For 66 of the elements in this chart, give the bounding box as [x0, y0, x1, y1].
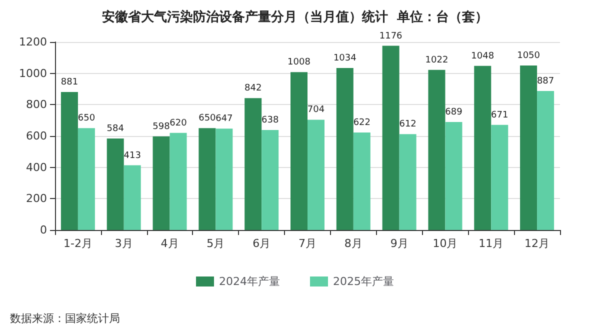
bar [353, 132, 370, 230]
x-tick-label: 4月 [160, 237, 179, 250]
y-tick-label: 400 [26, 160, 47, 174]
data-label: 1048 [471, 51, 494, 62]
x-tick-label: 9月 [390, 237, 408, 250]
data-label: 887 [536, 76, 554, 87]
bar [152, 136, 170, 230]
x-tick-label: 5月 [206, 237, 225, 250]
y-tick-label: 0 [40, 224, 47, 236]
bar [491, 124, 508, 230]
bar [244, 98, 262, 230]
x-tick-label: 7月 [298, 237, 316, 250]
x-tick-label: 10月 [432, 237, 458, 250]
data-label: 647 [216, 114, 233, 124]
x-tick-label: 11月 [478, 237, 504, 250]
data-label: 1022 [425, 55, 448, 66]
y-tick-label: 800 [26, 98, 47, 112]
data-label: 650 [78, 114, 96, 124]
bar [399, 134, 416, 230]
data-label: 622 [353, 118, 371, 128]
data-label: 620 [170, 118, 188, 128]
data-label: 612 [399, 120, 416, 130]
data-label: 881 [60, 77, 78, 88]
bar [290, 72, 308, 230]
bar [445, 122, 462, 230]
source-note: 数据来源：国家统计局 [10, 312, 120, 325]
data-label: 1008 [288, 58, 311, 68]
chart-title: 安徽省大气污染防治设备产量分月（当月值）统计 单位：台（套） [102, 9, 488, 25]
x-tick-label: 3月 [114, 237, 133, 250]
legend-label: 2025年产量 [333, 275, 394, 288]
data-label: 671 [491, 110, 508, 120]
bar [308, 120, 324, 230]
data-label: 598 [152, 122, 170, 132]
bar [474, 66, 492, 230]
bar [382, 46, 400, 230]
bar [336, 68, 354, 230]
bar [78, 128, 95, 230]
y-tick-label: 1200 [19, 36, 47, 48]
y-tick-label: 200 [26, 192, 47, 206]
bar [428, 70, 446, 230]
legend-label: 2024年产量 [219, 275, 280, 288]
bar [262, 130, 279, 230]
bar [537, 91, 554, 230]
bar [124, 165, 141, 230]
data-label: 638 [261, 116, 279, 126]
data-label: 689 [445, 108, 463, 118]
x-tick-label: 12月 [524, 237, 550, 250]
data-label: 1034 [333, 54, 357, 64]
bar [60, 92, 78, 230]
data-label: 1050 [517, 51, 540, 61]
data-label: 584 [106, 124, 124, 134]
data-label: 1176 [379, 31, 403, 42]
x-tick-label: 1-2月 [63, 237, 92, 250]
data-label: 650 [198, 114, 216, 124]
y-tick-label: 600 [26, 130, 47, 142]
data-label: 413 [124, 150, 141, 161]
x-tick-label: 8月 [344, 237, 362, 250]
bar [216, 128, 233, 230]
bar [106, 138, 124, 230]
bar [520, 66, 538, 230]
bar [170, 132, 187, 230]
x-tick-label: 6月 [252, 237, 271, 250]
y-tick-label: 1000 [19, 66, 47, 80]
bar [198, 128, 216, 230]
data-label: 842 [244, 84, 262, 94]
data-label: 704 [307, 105, 325, 116]
